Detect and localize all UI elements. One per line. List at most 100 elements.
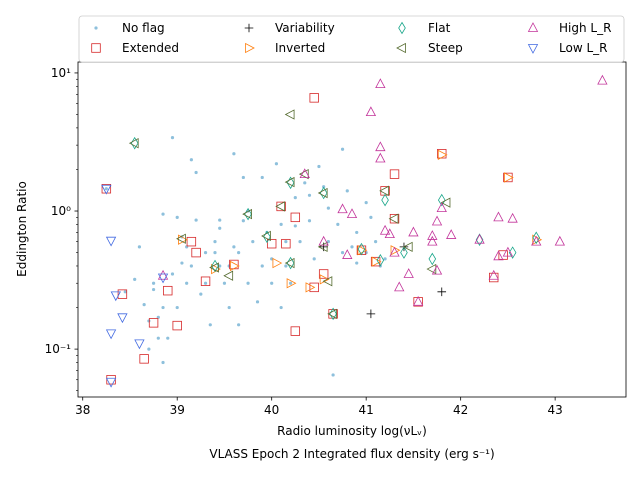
data-point bbox=[474, 233, 485, 244]
data-point bbox=[156, 336, 160, 340]
data-point bbox=[400, 246, 408, 259]
data-point bbox=[437, 193, 446, 207]
data-point bbox=[327, 308, 338, 320]
data-point bbox=[191, 247, 201, 258]
data-point bbox=[364, 250, 368, 255]
data-point bbox=[366, 309, 376, 319]
data-points bbox=[101, 74, 608, 388]
data-point bbox=[284, 264, 288, 268]
x-tick-label: 41 bbox=[359, 403, 374, 417]
data-point bbox=[437, 149, 447, 159]
data-point bbox=[200, 276, 211, 286]
legend-items: No flag Extended Variability Inverted Flat St… bbox=[91, 21, 611, 55]
data-point bbox=[488, 269, 499, 280]
data-point bbox=[331, 373, 335, 377]
data-point bbox=[365, 106, 377, 117]
data-point bbox=[403, 268, 414, 278]
data-point bbox=[431, 215, 443, 226]
data-point bbox=[189, 158, 193, 162]
data-point bbox=[260, 175, 264, 180]
data-point bbox=[274, 162, 279, 166]
legend-label: Extended bbox=[122, 41, 179, 55]
data-point bbox=[312, 257, 316, 261]
x-tick-label: 43 bbox=[547, 403, 562, 417]
data-point bbox=[128, 138, 139, 149]
data-point bbox=[147, 319, 151, 323]
plot-area bbox=[78, 62, 626, 397]
data-point bbox=[346, 208, 358, 218]
data-point bbox=[101, 184, 112, 195]
data-point bbox=[272, 257, 283, 269]
x-axis-label-line2: VLASS Epoch 2 Integrated flux density (e… bbox=[209, 447, 494, 461]
x-tick-label: 40 bbox=[264, 403, 279, 417]
data-point bbox=[156, 315, 160, 319]
legend-item: Low L_R bbox=[527, 41, 607, 55]
data-point bbox=[507, 212, 518, 223]
data-point bbox=[241, 175, 245, 180]
data-point bbox=[194, 218, 198, 222]
data-point bbox=[355, 261, 359, 265]
data-point bbox=[412, 295, 424, 306]
data-point bbox=[246, 281, 250, 285]
legend-marker bbox=[245, 42, 255, 54]
data-point bbox=[213, 240, 217, 244]
data-point bbox=[147, 347, 151, 351]
legend-item: Variability bbox=[244, 21, 335, 35]
data-point bbox=[489, 272, 499, 283]
data-point bbox=[376, 253, 385, 267]
data-point bbox=[161, 360, 165, 365]
x-tick-label: 38 bbox=[75, 403, 90, 417]
data-point bbox=[232, 245, 236, 249]
data-point bbox=[237, 323, 241, 327]
legend-label: Low L_R bbox=[559, 41, 607, 55]
data-point bbox=[157, 273, 169, 284]
data-point bbox=[279, 222, 283, 227]
data-point bbox=[175, 215, 179, 219]
data-point bbox=[170, 136, 175, 140]
data-point bbox=[279, 305, 283, 310]
data-point bbox=[180, 261, 184, 265]
data-point bbox=[211, 259, 219, 273]
data-point bbox=[142, 303, 146, 307]
data-point bbox=[388, 213, 399, 224]
data-point bbox=[105, 329, 117, 340]
data-point bbox=[163, 285, 173, 296]
data-point bbox=[284, 240, 288, 244]
data-point bbox=[364, 201, 368, 205]
data-point bbox=[218, 218, 222, 222]
data-point bbox=[194, 170, 198, 175]
data-point bbox=[133, 277, 137, 281]
legend-item: Extended bbox=[91, 41, 179, 55]
data-point bbox=[309, 282, 319, 293]
legend-label: No flag bbox=[122, 21, 165, 35]
data-point bbox=[303, 181, 307, 185]
series-low-l-r bbox=[101, 184, 169, 388]
data-point bbox=[110, 291, 121, 302]
legend: No flag Extended Variability Inverted Flat St… bbox=[78, 15, 625, 63]
data-point bbox=[203, 281, 208, 285]
data-point bbox=[426, 263, 437, 275]
data-point bbox=[318, 235, 329, 246]
data-point bbox=[232, 152, 236, 156]
data-point bbox=[322, 185, 326, 189]
data-point bbox=[223, 270, 234, 281]
data-point bbox=[394, 281, 405, 292]
data-point bbox=[211, 263, 221, 275]
data-point bbox=[117, 289, 128, 299]
data-point bbox=[218, 264, 222, 268]
legend-item: Inverted bbox=[245, 41, 325, 55]
data-point bbox=[270, 257, 274, 261]
data-point bbox=[305, 282, 316, 293]
series-steep bbox=[128, 109, 451, 320]
data-point bbox=[371, 256, 382, 267]
data-point bbox=[105, 236, 117, 247]
legend-marker bbox=[527, 44, 539, 54]
data-point bbox=[148, 318, 159, 328]
legend-frame bbox=[78, 15, 625, 63]
data-point bbox=[208, 323, 212, 327]
data-point bbox=[299, 168, 310, 179]
data-point bbox=[427, 235, 438, 246]
legend-item: Flat bbox=[398, 21, 451, 35]
y-axis-label: Eddington Ratio bbox=[15, 181, 29, 277]
